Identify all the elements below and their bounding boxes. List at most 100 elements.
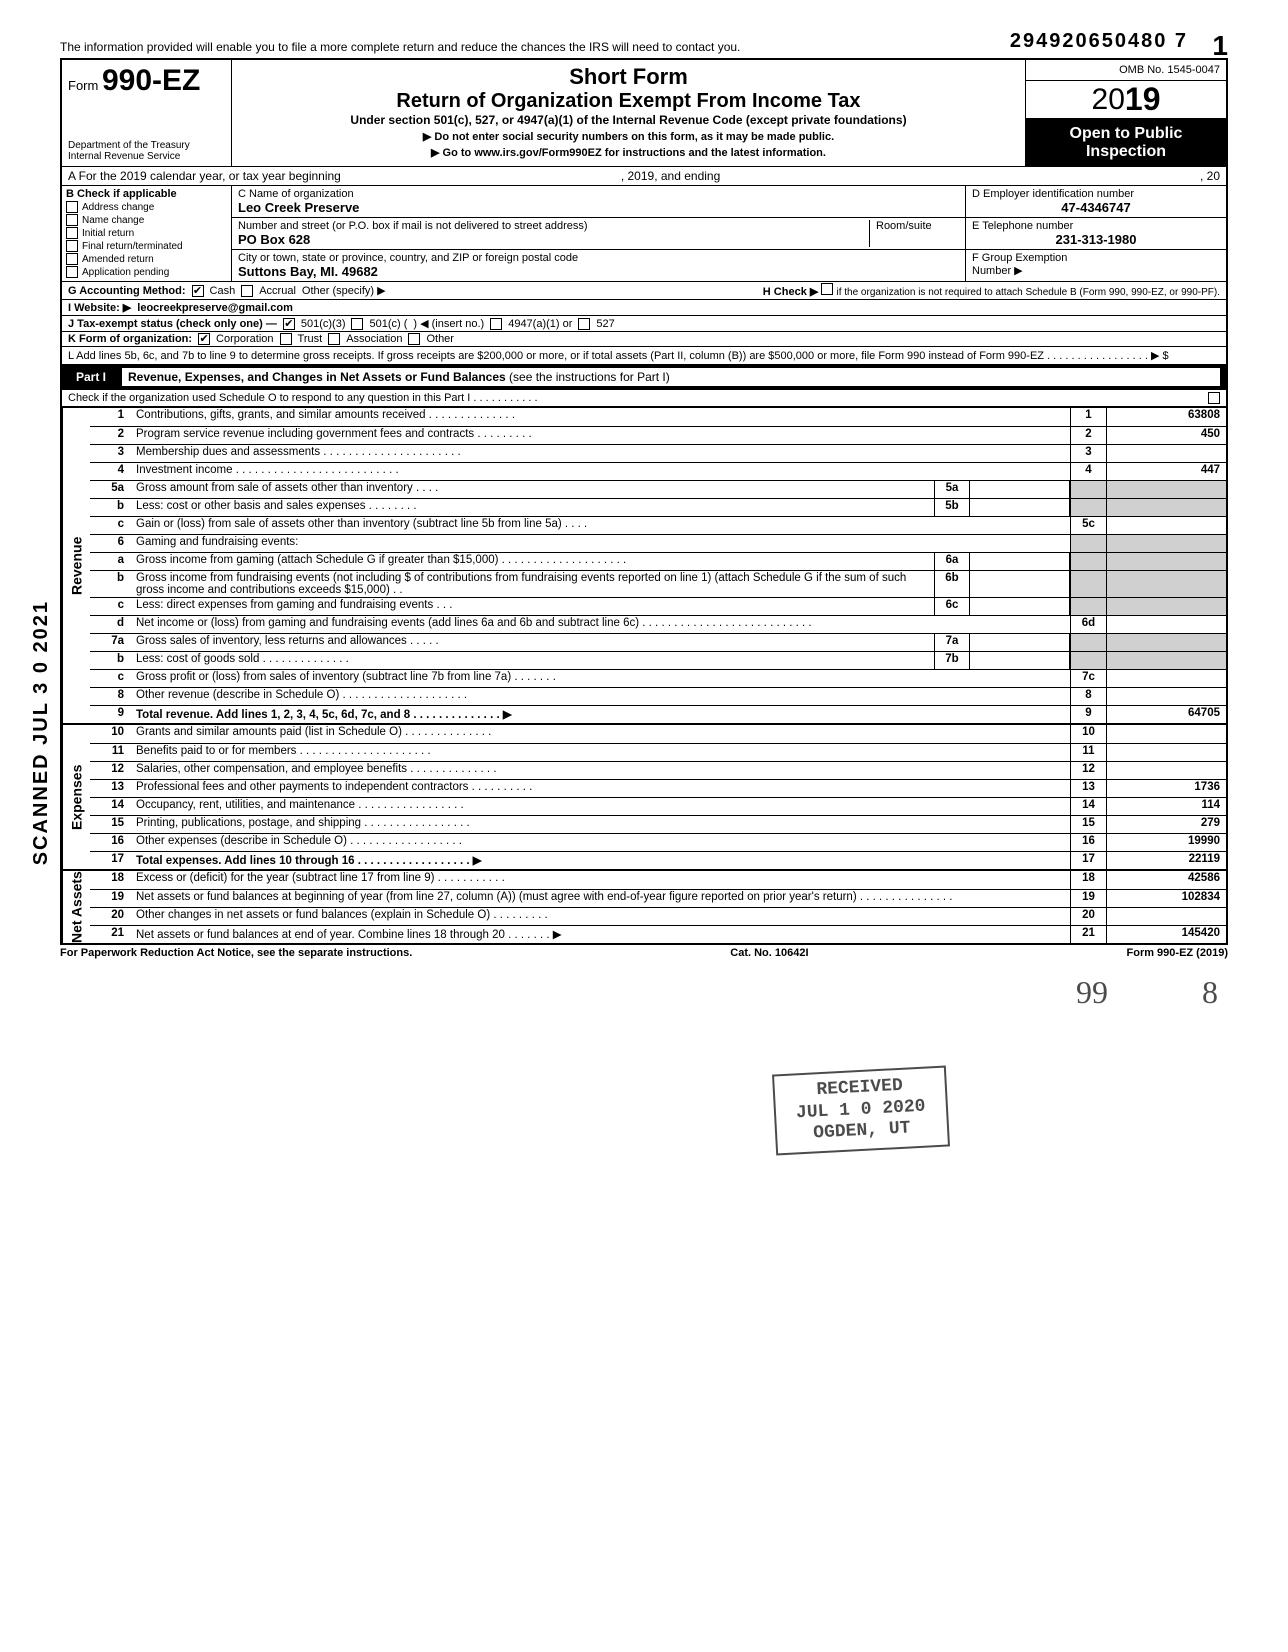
- right-line-number: 11: [1070, 744, 1106, 761]
- right-line-number: [1070, 553, 1106, 570]
- right-line-value: [1106, 571, 1226, 597]
- row-i: I Website: ▶ leocreekpreserve@gmail.com: [62, 299, 1226, 315]
- trust-checkbox[interactable]: [280, 333, 292, 345]
- row-a-label: A For the 2019 calendar year, or tax yea…: [68, 169, 341, 183]
- right-line-value: 63808: [1106, 408, 1226, 426]
- right-line-number: [1070, 571, 1106, 597]
- line-description: Net assets or fund balances at beginning…: [130, 890, 1070, 907]
- right-line-number: [1070, 499, 1106, 516]
- checkbox[interactable]: [66, 201, 78, 213]
- line-row: dNet income or (loss) from gaming and fu…: [90, 615, 1226, 633]
- checkbox[interactable]: [66, 214, 78, 226]
- phone-value: 231-313-1980: [972, 232, 1220, 247]
- tax-status-label: J Tax-exempt status (check only one) —: [68, 318, 277, 330]
- footer-form: Form 990-EZ (2019): [1127, 947, 1228, 959]
- right-line-value: [1106, 535, 1226, 552]
- stamp-received: RECEIVED: [795, 1075, 926, 1103]
- room-label: Room/suite: [869, 220, 959, 247]
- line-number: 4: [90, 463, 130, 480]
- right-line-value: [1106, 598, 1226, 615]
- stamp-date: JUL 1 0 2020: [796, 1096, 927, 1124]
- org-name-label: C Name of organization: [238, 188, 959, 200]
- checkbox-label: Amended return: [82, 254, 154, 265]
- line-row: 13Professional fees and other payments t…: [90, 779, 1226, 797]
- 501c3-checkbox[interactable]: [283, 318, 295, 330]
- cash-checkbox[interactable]: [192, 285, 204, 297]
- schedule-b-checkbox[interactable]: [821, 283, 833, 295]
- line-number: 15: [90, 816, 130, 833]
- row-a-tax-year: A For the 2019 calendar year, or tax yea…: [60, 166, 1228, 185]
- association-label: Association: [346, 333, 402, 345]
- right-line-value: 1736: [1106, 780, 1226, 797]
- form-prefix: Form: [68, 78, 98, 93]
- line-description: Gross amount from sale of assets other t…: [130, 481, 934, 498]
- right-line-value: [1106, 670, 1226, 687]
- line-number: c: [90, 517, 130, 534]
- page-footer: For Paperwork Reduction Act Notice, see …: [60, 945, 1228, 961]
- right-line-number: [1070, 634, 1106, 651]
- checkbox[interactable]: [66, 253, 78, 265]
- right-line-number: [1070, 652, 1106, 669]
- open-line2: Inspection: [1030, 143, 1222, 161]
- line-description: Benefits paid to or for members . . . . …: [130, 744, 1070, 761]
- tax-year: 2019: [1026, 81, 1226, 119]
- year-prefix: 20: [1092, 83, 1125, 117]
- right-line-value: [1106, 445, 1226, 462]
- right-line-number: 18: [1070, 871, 1106, 889]
- association-checkbox[interactable]: [328, 333, 340, 345]
- open-line1: Open to Public: [1030, 125, 1222, 143]
- right-line-number: 5c: [1070, 517, 1106, 534]
- checkbox[interactable]: [66, 240, 78, 252]
- part-1-title-rest: (see the instructions for Part I): [506, 370, 670, 384]
- line-number: a: [90, 553, 130, 570]
- ein-label: D Employer identification number: [972, 188, 1220, 200]
- section-rows: 10Grants and similar amounts paid (list …: [90, 725, 1226, 869]
- line-number: 9: [90, 706, 130, 723]
- checkbox[interactable]: [66, 266, 78, 278]
- line-number: c: [90, 670, 130, 687]
- line-row: 7aGross sales of inventory, less returns…: [90, 633, 1226, 651]
- line-number: 21: [90, 926, 130, 943]
- line-description: Other changes in net assets or fund bala…: [130, 908, 1070, 925]
- section-label: Revenue: [62, 408, 90, 723]
- part-1-check-line: Check if the organization used Schedule …: [60, 390, 1228, 408]
- line-row: bLess: cost of goods sold . . . . . . . …: [90, 651, 1226, 669]
- line-row: 17Total expenses. Add lines 10 through 1…: [90, 851, 1226, 869]
- right-line-number: 10: [1070, 725, 1106, 743]
- section-revenue: Revenue1Contributions, gifts, grants, an…: [60, 408, 1228, 725]
- right-line-value: [1106, 762, 1226, 779]
- website-label: I Website: ▶: [68, 301, 131, 314]
- other-org-checkbox[interactable]: [408, 333, 420, 345]
- right-line-number: 13: [1070, 780, 1106, 797]
- schedule-o-checkbox[interactable]: [1208, 392, 1220, 404]
- accrual-checkbox[interactable]: [241, 285, 253, 297]
- line-row: 14Occupancy, rent, utilities, and mainte…: [90, 797, 1226, 815]
- line-row: cGain or (loss) from sale of assets othe…: [90, 516, 1226, 534]
- row-a-mid: , 2019, and ending: [621, 169, 720, 183]
- 4947-checkbox[interactable]: [490, 318, 502, 330]
- mid-line-number: 6a: [934, 553, 970, 570]
- line-row: 3Membership dues and assessments . . . .…: [90, 444, 1226, 462]
- 501c-checkbox[interactable]: [351, 318, 363, 330]
- line-number: 12: [90, 762, 130, 779]
- 527-label: 527: [596, 318, 614, 330]
- 527-checkbox[interactable]: [578, 318, 590, 330]
- line-row: 1Contributions, gifts, grants, and simil…: [90, 408, 1226, 426]
- line-description: Less: cost of goods sold . . . . . . . .…: [130, 652, 934, 669]
- row-g-label: G Accounting Method:: [68, 285, 186, 297]
- line-number: 18: [90, 871, 130, 889]
- right-line-number: 8: [1070, 688, 1106, 705]
- line-row: 8Other revenue (describe in Schedule O) …: [90, 687, 1226, 705]
- line-description: Gross profit or (loss) from sales of inv…: [130, 670, 1070, 687]
- checkbox[interactable]: [66, 227, 78, 239]
- line-description: Excess or (deficit) for the year (subtra…: [130, 871, 1070, 889]
- line-row: 18Excess or (deficit) for the year (subt…: [90, 871, 1226, 889]
- line-number: 10: [90, 725, 130, 743]
- trust-label: Trust: [298, 333, 323, 345]
- col-b-item: Address change: [66, 201, 227, 213]
- line-row: bGross income from fundraising events (n…: [90, 570, 1226, 597]
- section-rows: 18Excess or (deficit) for the year (subt…: [90, 871, 1226, 943]
- corporation-checkbox[interactable]: [198, 333, 210, 345]
- ein-value: 47-4346747: [972, 200, 1220, 215]
- org-name-value: Leo Creek Preserve: [238, 200, 959, 215]
